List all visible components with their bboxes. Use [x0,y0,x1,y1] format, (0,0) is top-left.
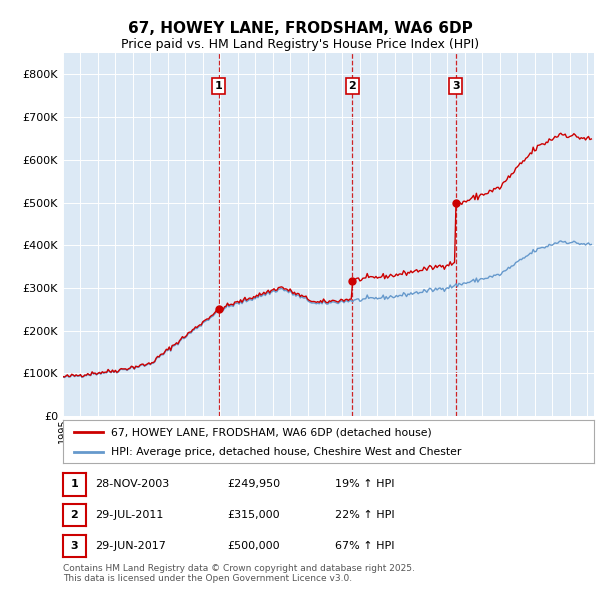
Text: 3: 3 [71,541,78,550]
Text: 67, HOWEY LANE, FRODSHAM, WA6 6DP: 67, HOWEY LANE, FRODSHAM, WA6 6DP [128,21,472,35]
Text: £315,000: £315,000 [227,510,280,520]
Text: £249,950: £249,950 [227,480,280,489]
Text: 2: 2 [349,81,356,91]
Text: Price paid vs. HM Land Registry's House Price Index (HPI): Price paid vs. HM Land Registry's House … [121,38,479,51]
Text: 67, HOWEY LANE, FRODSHAM, WA6 6DP (detached house): 67, HOWEY LANE, FRODSHAM, WA6 6DP (detac… [111,427,431,437]
Text: 1: 1 [215,81,223,91]
Text: 3: 3 [452,81,460,91]
Text: 2: 2 [71,510,78,520]
Text: £500,000: £500,000 [227,541,280,550]
Text: 29-JUN-2017: 29-JUN-2017 [95,541,166,550]
Text: 29-JUL-2011: 29-JUL-2011 [95,510,163,520]
Text: HPI: Average price, detached house, Cheshire West and Chester: HPI: Average price, detached house, Ches… [111,447,461,457]
Text: 67% ↑ HPI: 67% ↑ HPI [335,541,394,550]
Text: 19% ↑ HPI: 19% ↑ HPI [335,480,394,489]
Text: Contains HM Land Registry data © Crown copyright and database right 2025.
This d: Contains HM Land Registry data © Crown c… [63,564,415,584]
Text: 22% ↑ HPI: 22% ↑ HPI [335,510,394,520]
Text: 28-NOV-2003: 28-NOV-2003 [95,480,169,489]
Text: 1: 1 [71,480,78,489]
